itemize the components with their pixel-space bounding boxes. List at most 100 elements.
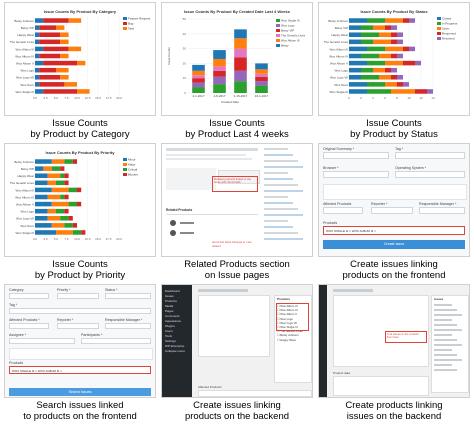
affected-products-box[interactable] [198, 390, 312, 397]
products-select[interactable]: WOX SINGLE III × WOX ALBUM III × [9, 366, 151, 374]
sidebar-link[interactable] [264, 154, 293, 156]
issue-row[interactable] [434, 304, 452, 306]
product-checkbox-row[interactable]: ☐ Betsy Johnson [277, 333, 299, 338]
product-thumb[interactable] [170, 230, 176, 236]
menu-item[interactable]: WP Enterprise [165, 344, 185, 348]
menu-item[interactable]: Media [165, 304, 174, 308]
sidebar-link[interactable] [264, 190, 303, 192]
product-checkbox-row[interactable]: ☐ Wox Album V [277, 312, 298, 317]
bar-segment [349, 60, 367, 66]
product-data-box[interactable] [333, 376, 429, 396]
issue-row[interactable] [434, 314, 462, 316]
product-link[interactable] [180, 222, 194, 224]
bar-segment [367, 18, 385, 23]
menu-item[interactable]: Issues [165, 294, 174, 298]
issue-row[interactable] [434, 324, 457, 326]
menu-item[interactable]: Collapse menu [165, 349, 186, 353]
sidebar-link[interactable] [264, 160, 298, 162]
product-checkbox-row[interactable]: ☐ Wox Album IV [277, 308, 298, 313]
issue-row[interactable] [434, 344, 462, 346]
reporter-select[interactable] [371, 207, 413, 214]
sidebar-link[interactable] [264, 178, 293, 180]
affected-products-select[interactable] [9, 323, 49, 329]
product-checkbox-row[interactable]: ☐ Happy Wear [277, 337, 296, 342]
os-select[interactable] [395, 171, 465, 178]
browser-select[interactable] [323, 171, 389, 178]
category-label: Happy Wear [17, 33, 34, 37]
category-label: Betsy Johnson [328, 19, 348, 23]
products-select[interactable]: WOX SINGLE III × WOX ALBUM III × [323, 226, 465, 235]
status-select[interactable] [105, 293, 151, 299]
issue-row[interactable] [434, 319, 452, 321]
sidebar-link[interactable] [264, 184, 298, 186]
menu-item[interactable]: Tools [165, 334, 173, 338]
bar-segment [385, 67, 391, 73]
reporter-select[interactable] [57, 323, 99, 329]
menu-item[interactable]: Pages [165, 309, 174, 313]
bar-segment [56, 180, 65, 186]
sidebar-link[interactable] [264, 166, 303, 168]
sidebar-link[interactable] [264, 214, 303, 216]
issue-row[interactable] [434, 309, 457, 311]
tag-input[interactable] [9, 308, 151, 314]
editor-area[interactable] [198, 295, 270, 357]
priority-select[interactable] [57, 293, 99, 299]
menu-item[interactable]: Comments [165, 314, 180, 318]
issue-row[interactable] [434, 339, 457, 341]
bar-segment [51, 166, 61, 171]
manager-select[interactable] [419, 207, 465, 214]
product-checkbox-row[interactable]: ☐ Wox Logo VII [277, 320, 298, 325]
product-thumb[interactable] [170, 220, 176, 226]
participants-select[interactable] [81, 338, 151, 344]
sidebar-link[interactable] [264, 220, 288, 222]
menu-item[interactable]: Users [165, 329, 173, 333]
sidebar-link[interactable] [264, 232, 298, 234]
affected-products-select[interactable] [323, 207, 363, 214]
manager-select[interactable] [105, 323, 151, 329]
issue-row[interactable] [434, 334, 452, 336]
category-select[interactable] [9, 293, 49, 299]
sidebar-link[interactable] [264, 196, 288, 198]
sidebar-link[interactable] [264, 202, 293, 204]
issue-row[interactable] [434, 349, 452, 351]
sidebar-link[interactable] [264, 238, 303, 240]
issue-row[interactable] [434, 364, 452, 366]
menu-item[interactable]: Products [165, 299, 177, 303]
issue-row[interactable] [434, 329, 462, 331]
product-checkbox-row[interactable]: ☐ The Genetic Lives [277, 329, 303, 334]
menu-item[interactable]: Settings [165, 339, 176, 343]
product-checkbox-row[interactable]: ☐ Wox Single III [277, 325, 298, 329]
issue-row[interactable] [434, 354, 457, 356]
menu-item[interactable]: Appearance [165, 319, 182, 323]
sidebar-link[interactable] [264, 208, 298, 210]
bar-segment [192, 87, 205, 93]
bar-segment [385, 25, 391, 30]
sidebar-link[interactable] [264, 226, 293, 228]
category-label: Wox Album V [16, 62, 34, 66]
related-products-heading: Related Products [166, 208, 193, 212]
sidebar-links [264, 148, 310, 254]
product-checkbox-row[interactable]: ☐ Wox Album III [277, 304, 298, 308]
filter-area[interactable] [9, 348, 153, 360]
legend-swatch [123, 17, 127, 20]
issue-row[interactable] [434, 359, 462, 361]
sidebar-link[interactable] [264, 172, 288, 174]
bar-segment [409, 46, 415, 52]
summary-input[interactable] [323, 152, 389, 159]
create-issue-button[interactable]: Create Issue [323, 240, 465, 249]
search-issues-button[interactable]: Search Issues [9, 388, 151, 396]
chart-priority-svg: 0.0 2.5 5.0 7.5 10.0 12.5 15.0 17.5 20.0 Betsy Jo… [10, 158, 138, 241]
product-link[interactable] [180, 232, 194, 234]
issue-row[interactable] [434, 369, 457, 371]
legend-label: Critical [128, 168, 138, 172]
textarea[interactable] [323, 184, 467, 200]
x-tick-label: 10 [407, 96, 411, 100]
sidebar-link[interactable] [264, 148, 288, 150]
products-value: WOX SINGLE III × WOX ALBUM III × [12, 369, 62, 373]
assignee-select[interactable] [9, 338, 75, 344]
menu-item[interactable]: Plugins [165, 324, 175, 328]
product-checkbox-row[interactable]: ☐ Wox Logo [277, 316, 293, 321]
tag-input[interactable] [395, 152, 465, 159]
legend-swatch [276, 44, 280, 47]
menu-item[interactable]: Dashboard [165, 289, 180, 293]
